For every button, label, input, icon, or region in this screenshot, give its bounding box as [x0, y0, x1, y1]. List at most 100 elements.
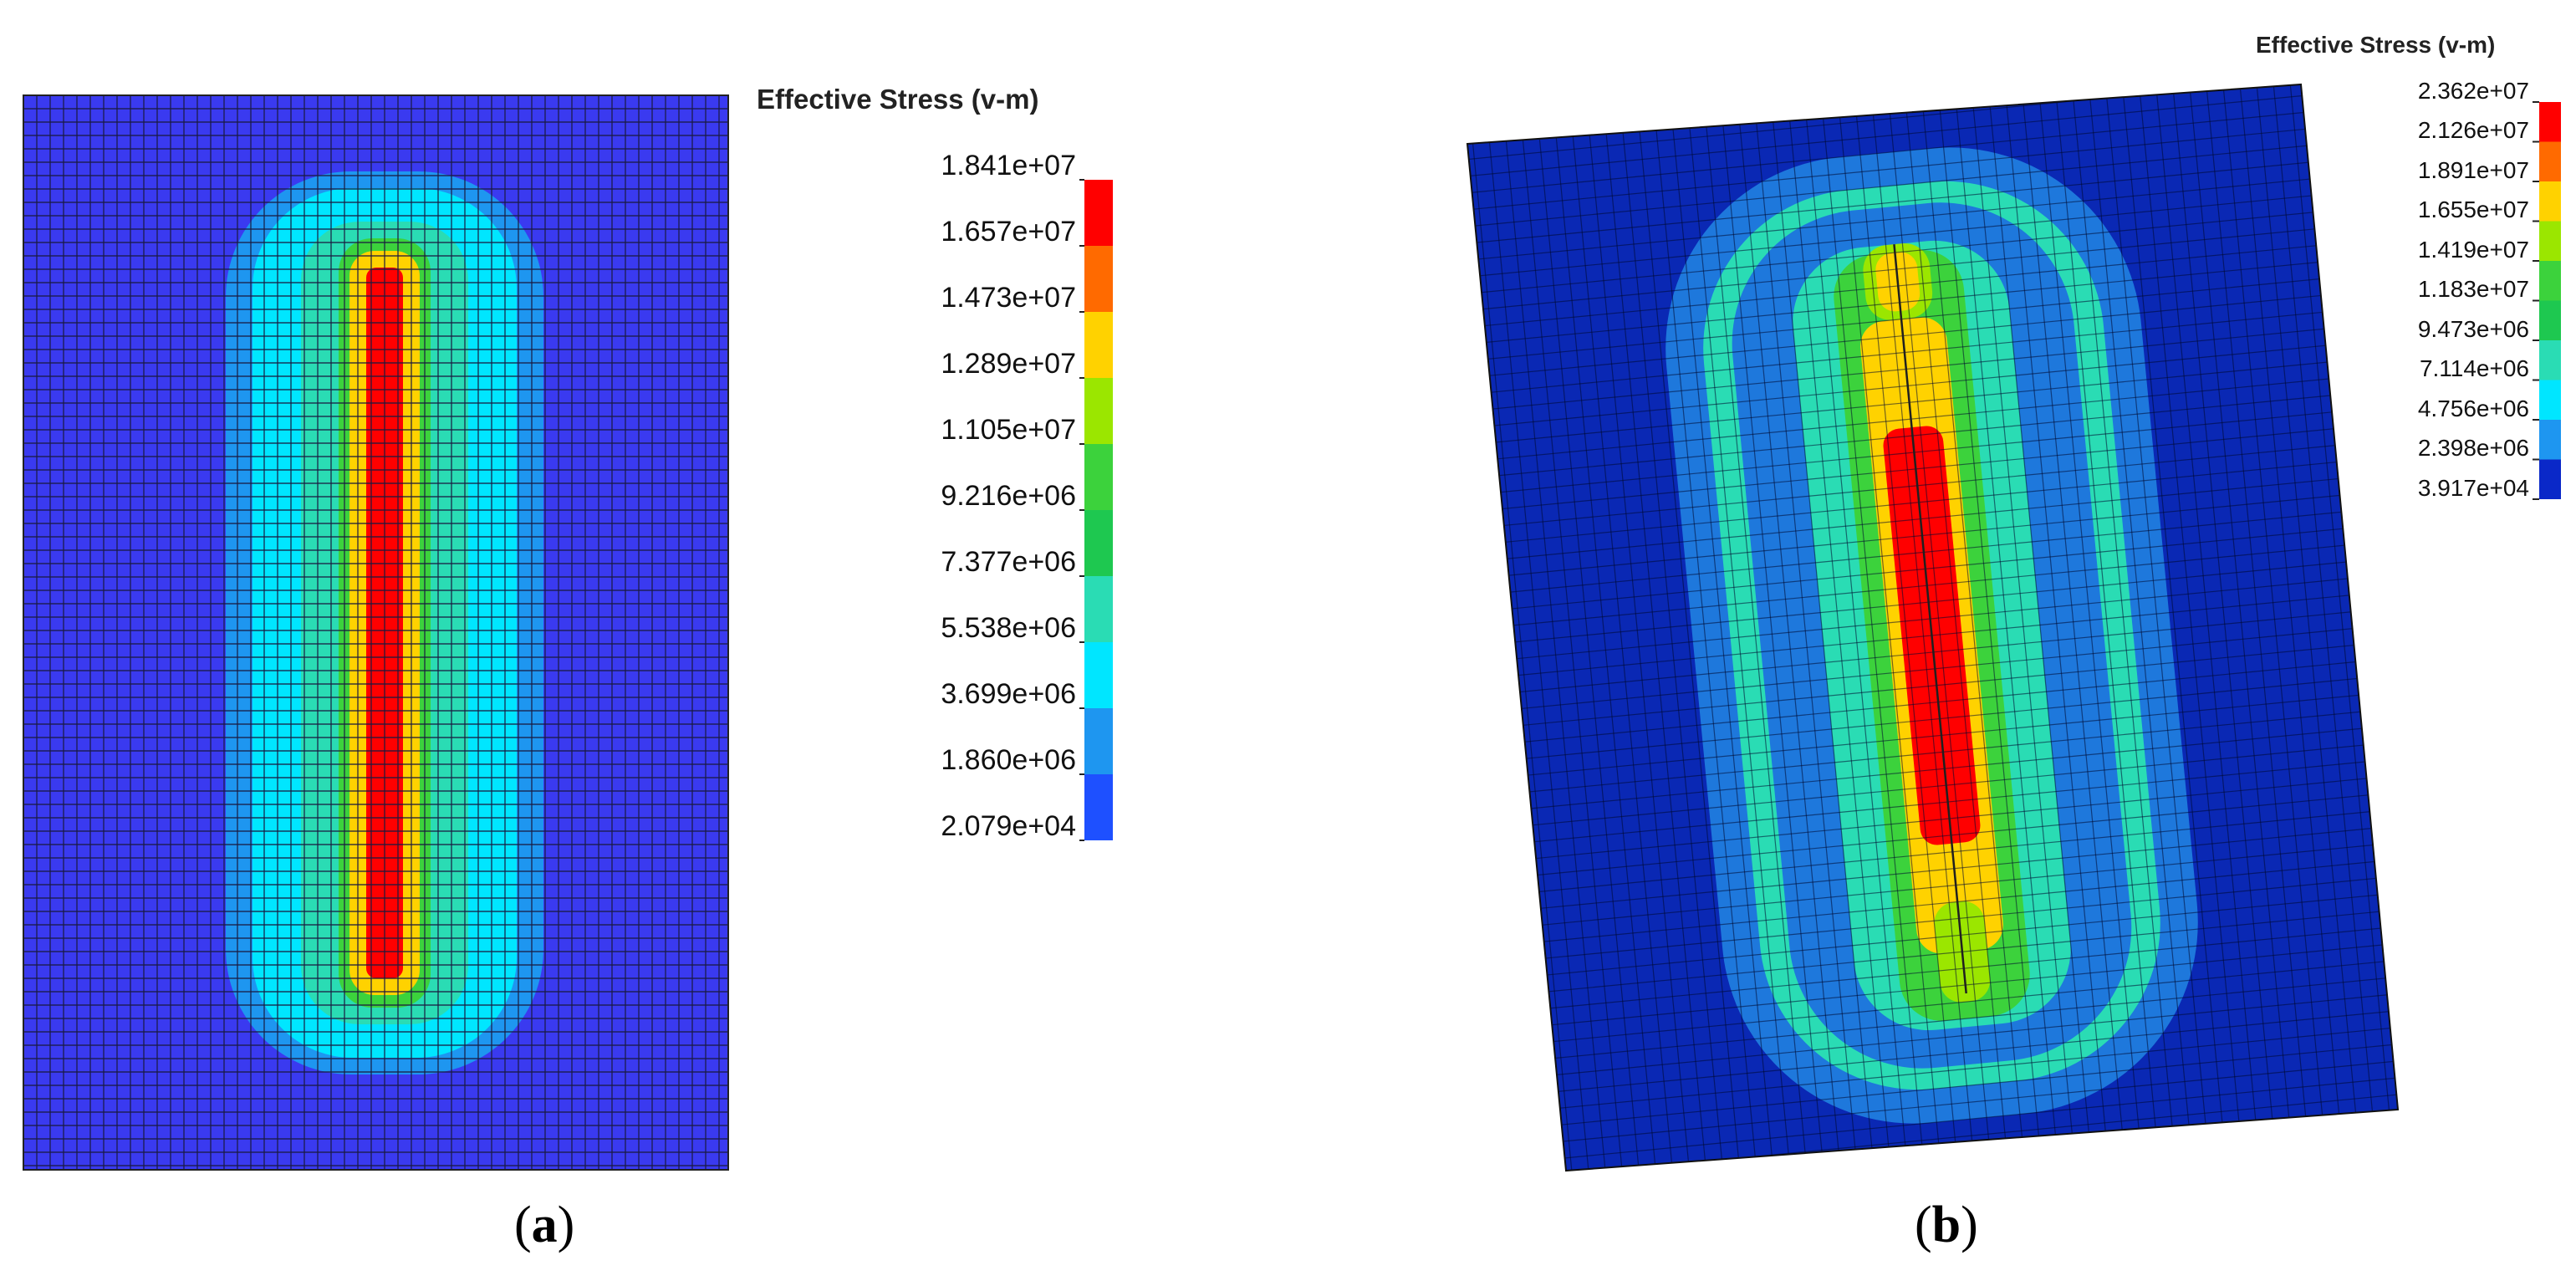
- mesh-line: [1467, 912, 2398, 1026]
- mesh-line: [1961, 84, 2084, 1171]
- mesh-line: [2228, 84, 2350, 1171]
- legend-tick-label: 1.105e+07: [941, 414, 1076, 447]
- mesh-line: [2111, 84, 2233, 1171]
- mesh-line: [1679, 84, 1801, 1171]
- legend-swatch: [1084, 312, 1113, 378]
- mesh-line: [2178, 84, 2300, 1171]
- mesh-line: [2128, 84, 2250, 1171]
- mesh-line: [1467, 995, 2398, 1110]
- crack-line: [1893, 244, 1967, 994]
- legend-swatch: [1084, 774, 1113, 840]
- mesh-line: [1467, 263, 2398, 377]
- mesh-line: [1467, 563, 2398, 676]
- mesh-line: [1467, 247, 2398, 360]
- mesh-line: [1467, 712, 2398, 826]
- caption-letter-a: a: [531, 1197, 558, 1253]
- legend-tick-label: 4.756e+06: [2417, 395, 2529, 421]
- mesh-line: [1467, 1162, 2398, 1171]
- mesh-line: [2012, 84, 2134, 1171]
- mesh-line: [1978, 84, 2100, 1171]
- mesh-line: [1467, 163, 2398, 277]
- mesh-line: [1945, 84, 2067, 1171]
- legend-tick-label: 2.362e+07: [2417, 77, 2529, 104]
- mesh-line: [2278, 84, 2398, 1171]
- mesh-line: [1467, 230, 2398, 344]
- mesh-line: [1829, 84, 1951, 1171]
- mesh-line: [1612, 84, 1734, 1171]
- mesh-line: [2094, 84, 2216, 1171]
- mesh-line: [1467, 396, 2398, 510]
- caption-letter-b: b: [1931, 1197, 1961, 1253]
- mesh-line: [1467, 696, 2398, 809]
- legend-tick-label: 1.657e+07: [941, 216, 1076, 248]
- mesh-line: [1467, 896, 2398, 1009]
- mesh-line: [1895, 84, 2017, 1171]
- legend-tick-label: 2.398e+06: [2417, 435, 2529, 462]
- mesh-line: [1467, 313, 2398, 427]
- mesh-line: [1467, 729, 2398, 843]
- legend-tick-label: 1.473e+07: [941, 282, 1076, 314]
- legend-tick-label: 1.419e+07: [2417, 236, 2529, 263]
- mesh-border: [1466, 83, 2400, 1172]
- mesh-line: [1911, 84, 2033, 1171]
- legend-colorbar-b: [2533, 101, 2561, 500]
- mesh-line: [1467, 496, 2398, 610]
- legend-swatch: [2539, 261, 2561, 301]
- mesh-line: [1400, 1196, 2566, 1276]
- mesh-line: [1467, 279, 2398, 394]
- legend-swatch: [1084, 246, 1113, 312]
- legend-swatch: [1084, 708, 1113, 774]
- mesh-line: [1467, 84, 2398, 177]
- mesh-line: [2211, 84, 2334, 1171]
- mesh-line: [1496, 84, 1618, 1171]
- mesh-line: [1662, 84, 1784, 1171]
- mesh-line: [1467, 413, 2398, 527]
- mesh-line: [1467, 329, 2398, 444]
- legend-tick-label: 2.079e+04: [941, 810, 1076, 843]
- mesh-line: [1467, 84, 2398, 194]
- legend-swatch: [1084, 444, 1113, 510]
- mesh-line: [1467, 629, 2398, 743]
- legend-tick-label: 7.377e+06: [941, 546, 1076, 579]
- mesh-line: [1467, 746, 2398, 860]
- mesh-line: [1778, 84, 1900, 1171]
- mesh-line: [1467, 1062, 2398, 1171]
- mesh-line: [1728, 84, 1850, 1171]
- mesh-line: [1862, 84, 1984, 1171]
- mesh-line: [1467, 962, 2398, 1076]
- mesh-line: [1280, 60, 1400, 1276]
- mesh-line: [1878, 84, 2000, 1171]
- mesh-line: [1562, 84, 1684, 1171]
- legend-swatch: [2539, 380, 2561, 420]
- legend-tick-label: 2.126e+07: [2417, 117, 2529, 144]
- mesh-line: [1467, 1079, 2398, 1171]
- mesh-line: [1314, 57, 1434, 1276]
- mesh-line: [1528, 84, 1650, 1171]
- mesh-line: [1795, 84, 1917, 1171]
- mesh-line: [1399, 1180, 2564, 1276]
- legend-tick-label: 9.473e+06: [2417, 315, 2529, 342]
- mesh-line: [1579, 84, 1701, 1171]
- mesh-line: [1467, 130, 2398, 244]
- mesh-line: [1467, 146, 2398, 261]
- legend-tick-label: 1.183e+07: [2417, 276, 2529, 303]
- caption-b: (b): [1915, 1197, 1978, 1253]
- mesh-line: [1467, 213, 2398, 327]
- mesh-border: [23, 94, 729, 1171]
- legend-swatch: [2539, 221, 2561, 261]
- mesh-line: [1467, 1028, 2398, 1143]
- mesh-line: [1762, 84, 1884, 1171]
- mesh-line: [1629, 84, 1751, 1171]
- mesh-line: [1467, 180, 2398, 293]
- mesh-line: [1467, 662, 2398, 777]
- mesh-line: [1928, 84, 2050, 1171]
- mesh-line: [2045, 84, 2167, 1171]
- legend-swatch: [1084, 642, 1113, 708]
- mesh-line: [1467, 1012, 2398, 1126]
- mesh-line: [1467, 84, 1484, 1171]
- legend-tick-label: 3.699e+06: [941, 678, 1076, 711]
- mesh-line: [1467, 113, 2398, 227]
- legend-tick-label: 1.655e+07: [2417, 197, 2529, 223]
- legend-swatch: [2539, 102, 2561, 142]
- mesh-line: [1467, 513, 2398, 626]
